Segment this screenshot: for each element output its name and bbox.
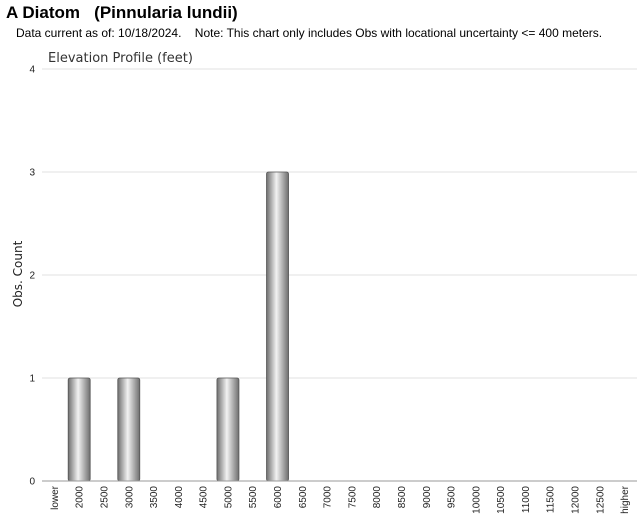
x-tick-label: 11500 <box>546 486 557 514</box>
bar-3000 <box>117 377 141 482</box>
x-tick-label: 8000 <box>372 486 383 509</box>
y-ticks: 0 1 2 3 4 <box>29 65 35 488</box>
x-tick-label: 5500 <box>248 486 259 509</box>
x-tick-label: 4000 <box>174 486 185 509</box>
y-tick-label: 1 <box>29 374 35 385</box>
x-tick-label: 10000 <box>471 486 482 514</box>
x-ticks: lower 2000 2500 3000 3500 4000 4500 5000 5500 600… <box>50 485 631 513</box>
y-tick-label: 2 <box>29 271 35 282</box>
y-tick-label: 4 <box>29 65 35 76</box>
x-tick-label: 12500 <box>595 486 606 514</box>
bar-6000 <box>266 171 289 482</box>
x-tick-label: 6500 <box>298 486 309 509</box>
data-note: Data current as of: 10/18/2024. Note: Th… <box>16 26 603 40</box>
x-tick-label: 6000 <box>273 486 284 509</box>
y-axis-label: Obs. Count <box>11 240 25 307</box>
x-tick-label: 2500 <box>99 486 110 509</box>
x-tick-label: higher <box>620 485 631 513</box>
bar-2000 <box>67 377 91 482</box>
x-tick-label: 8500 <box>397 486 408 509</box>
x-tick-label: 7500 <box>347 486 358 509</box>
x-tick-label: 4500 <box>199 486 210 509</box>
x-tick-label: 3500 <box>149 486 160 509</box>
x-tick-label: lower <box>50 485 61 510</box>
bar-5000 <box>216 377 240 482</box>
elevation-chart: Elevation Profile (feet) Obs. Count 0 1 2 3… <box>11 51 637 514</box>
y-tick-label: 0 <box>29 477 35 488</box>
x-tick-label: 9500 <box>447 486 458 509</box>
chart-title: Elevation Profile (feet) <box>48 51 193 66</box>
x-tick-label: 9000 <box>422 486 433 509</box>
x-tick-label: 3000 <box>124 486 135 509</box>
y-tick-label: 3 <box>29 168 35 179</box>
x-tick-label: 11000 <box>521 486 532 514</box>
x-tick-label: 12000 <box>571 486 582 514</box>
x-tick-label: 10500 <box>496 486 507 514</box>
x-tick-label: 5000 <box>223 486 234 509</box>
gridlines <box>42 68 637 379</box>
bars <box>67 171 289 482</box>
x-tick-label: 2000 <box>75 486 86 509</box>
x-tick-label: 7000 <box>323 486 334 509</box>
page-title: A Diatom (Pinnularia lundii) <box>6 3 238 22</box>
